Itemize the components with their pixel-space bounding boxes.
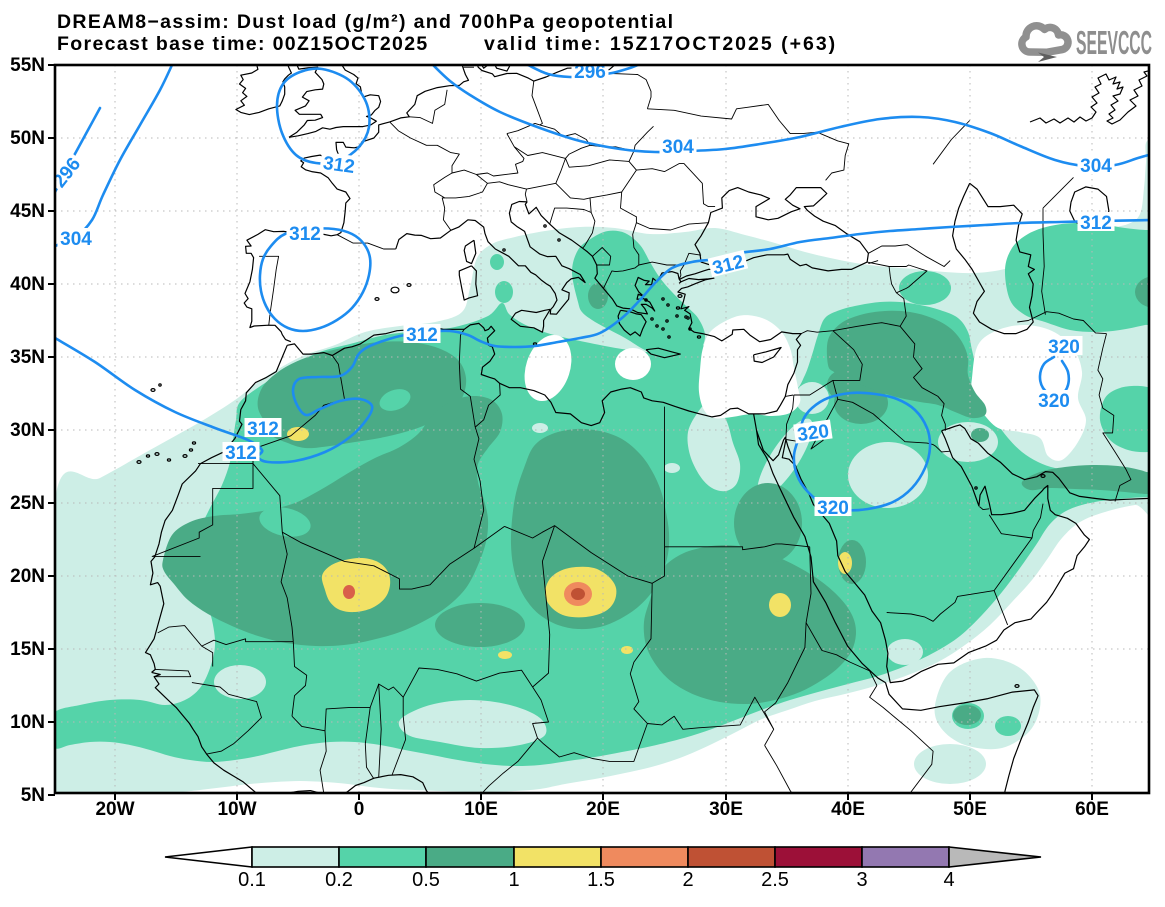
svg-text:35N: 35N	[10, 347, 45, 368]
svg-text:312: 312	[225, 443, 257, 464]
svg-text:10E: 10E	[464, 799, 498, 820]
svg-text:Forecast base time: 00Z15OCT20: Forecast base time: 00Z15OCT2025	[57, 33, 429, 55]
svg-text:2: 2	[682, 869, 693, 891]
svg-text:55N: 55N	[10, 55, 45, 76]
svg-text:1: 1	[508, 869, 519, 891]
svg-text:60E: 60E	[1075, 799, 1109, 820]
svg-text:304: 304	[60, 229, 92, 250]
svg-text:312: 312	[289, 224, 321, 245]
svg-text:320: 320	[1038, 391, 1070, 412]
svg-text:30E: 30E	[709, 799, 743, 820]
svg-text:1.5: 1.5	[587, 869, 615, 891]
svg-text:20N: 20N	[10, 566, 45, 587]
svg-text:45N: 45N	[10, 201, 45, 222]
svg-text:40E: 40E	[831, 799, 865, 820]
svg-text:296: 296	[574, 62, 606, 83]
svg-text:312: 312	[1080, 213, 1112, 234]
svg-text:DREAM8−assim: Dust load (g/m²): DREAM8−assim: Dust load (g/m²) and 700hP…	[57, 11, 674, 33]
svg-text:50N: 50N	[10, 128, 45, 149]
svg-text:0.2: 0.2	[325, 869, 353, 891]
svg-text:0.5: 0.5	[412, 869, 440, 891]
svg-text:valid time: 15Z17OCT2025 (+63): valid time: 15Z17OCT2025 (+63)	[484, 33, 837, 55]
svg-text:20E: 20E	[586, 799, 620, 820]
svg-text:0.1: 0.1	[238, 869, 266, 891]
svg-text:40N: 40N	[10, 274, 45, 295]
svg-text:0: 0	[354, 799, 365, 820]
svg-text:4: 4	[943, 869, 954, 891]
svg-text:50E: 50E	[953, 799, 987, 820]
svg-text:312: 312	[247, 419, 279, 440]
svg-text:320: 320	[796, 421, 830, 446]
svg-text:10W: 10W	[217, 799, 256, 820]
svg-text:5N: 5N	[21, 785, 45, 806]
svg-text:3: 3	[856, 869, 867, 891]
svg-text:312: 312	[322, 153, 356, 178]
svg-text:30N: 30N	[10, 420, 45, 441]
svg-text:312: 312	[406, 325, 438, 346]
svg-text:SEEVCCC: SEEVCCC	[1076, 24, 1152, 61]
svg-text:304: 304	[1080, 156, 1112, 177]
svg-text:304: 304	[662, 137, 694, 158]
svg-text:15N: 15N	[10, 639, 45, 660]
svg-text:320: 320	[1048, 337, 1080, 358]
svg-text:10N: 10N	[10, 712, 45, 733]
svg-text:20W: 20W	[95, 799, 134, 820]
svg-text:25N: 25N	[10, 493, 45, 514]
svg-text:320: 320	[817, 498, 849, 519]
svg-text:2.5: 2.5	[761, 869, 789, 891]
